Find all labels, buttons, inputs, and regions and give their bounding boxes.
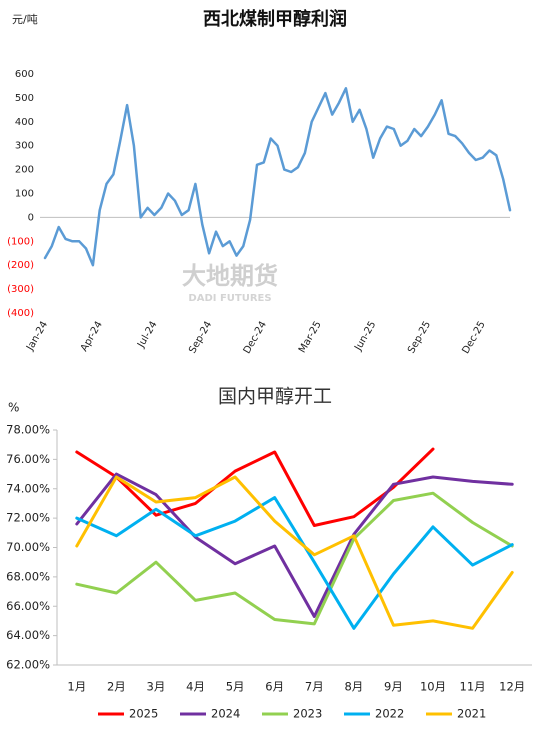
y-tick-label: (100) <box>7 236 34 247</box>
x-tick-label: Mar-25 <box>297 320 324 355</box>
y-tick-label: 70.00% <box>6 540 50 554</box>
y-tick-label: 72.00% <box>6 511 50 525</box>
y-tick-label: 66.00% <box>6 599 50 613</box>
x-tick-label: 10月 <box>420 680 446 694</box>
y-tick-label: (300) <box>7 284 34 295</box>
x-tick-label: 9月 <box>384 680 403 694</box>
x-tick-label: Jun-25 <box>352 320 378 354</box>
x-tick-label: Sep-25 <box>406 320 433 356</box>
x-tick-label: Dec-24 <box>242 320 269 356</box>
legend-label: 2021 <box>457 707 486 721</box>
y-tick-label: 300 <box>15 141 34 152</box>
series-line <box>75 447 435 527</box>
y-tick-label: 0 <box>28 212 34 223</box>
x-tick-label: 12月 <box>499 680 525 694</box>
x-tick-label: 3月 <box>147 680 166 694</box>
y-tick-label: 100 <box>15 189 34 200</box>
y-tick-label: (400) <box>7 308 34 319</box>
y-tick-label: 74.00% <box>6 481 50 495</box>
y-tick-label: 68.00% <box>6 569 50 583</box>
y-tick-label: 64.00% <box>6 628 50 642</box>
chart-title: 西北煤制甲醇利润 <box>203 8 347 30</box>
y-tick-label: 200 <box>15 165 34 176</box>
y-tick-label: 62.00% <box>6 658 50 672</box>
y-tick-label: 78.00% <box>6 423 50 437</box>
x-tick-label: 2月 <box>107 680 126 694</box>
series-line <box>75 491 514 626</box>
y-axis-unit: 元/吨 <box>12 13 38 26</box>
legend-label: 2024 <box>211 707 240 721</box>
x-tick-label: Sep-24 <box>187 320 214 356</box>
y-tick-label: 76.00% <box>6 452 50 466</box>
x-tick-label: Jan-24 <box>24 320 50 354</box>
x-tick-label: 1月 <box>67 680 86 694</box>
x-tick-label: Apr-24 <box>79 320 105 354</box>
x-tick-label: Dec-25 <box>460 320 487 356</box>
y-tick-label: 500 <box>15 93 34 104</box>
x-tick-label: 5月 <box>226 680 245 694</box>
x-tick-label: 8月 <box>344 680 363 694</box>
watermark: DADI FUTURES <box>188 293 271 304</box>
series-line <box>75 472 514 618</box>
y-tick-label: 400 <box>15 117 34 128</box>
series-line <box>43 87 512 267</box>
x-tick-label: 7月 <box>305 680 324 694</box>
y-tick-label: (200) <box>7 260 34 271</box>
series-line <box>75 475 514 630</box>
chart-title: 国内甲醇开工 <box>218 386 332 408</box>
x-tick-label: 6月 <box>265 680 284 694</box>
legend-label: 2025 <box>129 707 158 721</box>
y-axis-unit: % <box>8 401 19 415</box>
x-tick-label: Jul-24 <box>135 320 159 351</box>
legend-label: 2022 <box>375 707 404 721</box>
watermark: 大地期货 <box>182 262 278 290</box>
legend-label: 2023 <box>293 707 322 721</box>
series-line <box>75 496 514 630</box>
y-tick-label: 600 <box>15 69 34 80</box>
x-tick-label: 11月 <box>460 680 486 694</box>
x-tick-label: 4月 <box>186 680 205 694</box>
